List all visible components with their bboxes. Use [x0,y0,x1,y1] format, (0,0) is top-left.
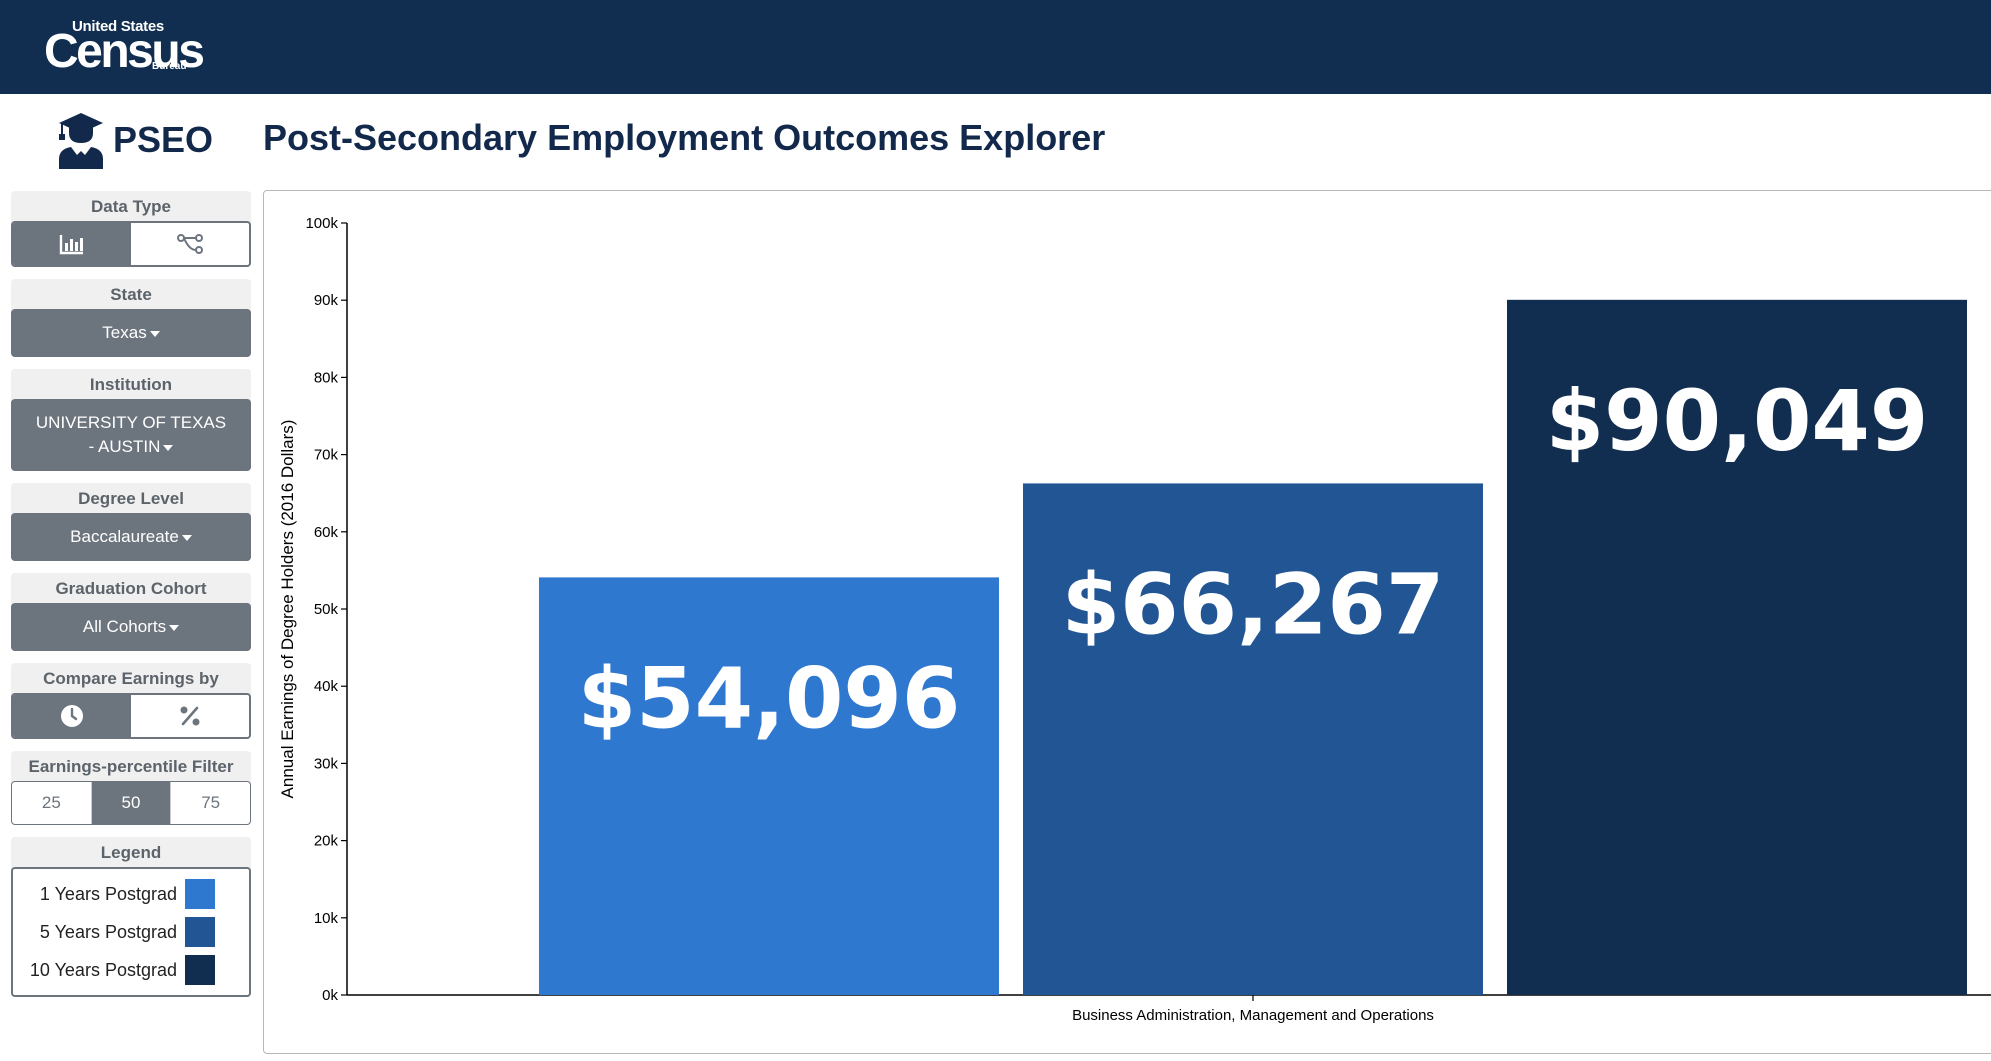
degree-level-panel: Degree Level Baccalaureate [11,483,251,561]
degree-level-value: Baccalaureate [70,527,179,546]
institution-value-line-1: UNIVERSITY OF TEXAS [35,413,227,432]
earnings-bar-chart: 0k 10k 20k 30k 40k 50k 60k 70k 80k 90k 100k Annual … [278,215,1991,1024]
y-tick-label: 0k [322,987,338,1004]
chevron-down-icon [149,330,160,337]
legend-item-label: 5 Years Postgrad [39,921,177,942]
percentile-filter-group: 25 50 75 [11,781,251,825]
bar [539,577,999,995]
brand-name: PSEO [113,119,214,160]
y-tick-label: 30k [314,755,339,772]
compare-by-percentile-option[interactable] [131,695,249,737]
pseo-brand: PSEO [55,110,213,170]
data-type-panel: Data Type [11,191,251,267]
flow-icon [177,234,203,254]
bar-data-label: $54,096 [578,649,961,747]
legend-swatch [185,917,215,947]
legend-item-label: 10 Years Postgrad [29,959,177,980]
bar [1023,483,1483,995]
institution-dropdown[interactable]: UNIVERSITY OF TEXAS - AUSTIN [11,399,251,471]
clock-icon [61,705,83,727]
y-axis-label: Annual Earnings of Degree Holders (2016 … [278,420,297,799]
page-title: Post-Secondary Employment Outcomes Explo… [263,117,1106,158]
percentile-filter-label: Earnings-percentile Filter [28,757,234,776]
census-logo[interactable]: United States Census Bureau [44,18,205,76]
logo-line-3: Bureau [152,61,187,72]
legend-swatch [185,879,215,909]
chevron-down-icon [181,534,192,541]
legend-item-label: 1 Years Postgrad [39,883,177,904]
bar-data-label: $90,049 [1546,372,1929,470]
chevron-down-icon [163,444,174,451]
institution-label: Institution [89,375,173,394]
institution-value-line-2: - AUSTIN [88,437,161,456]
flow-option[interactable] [131,223,249,265]
legend-panel: Legend 1 Years Postgrad 5 Years Postgrad… [11,837,251,997]
y-tick-label: 60k [314,524,339,541]
bar [1507,299,1967,995]
legend-item: 1 Years Postgrad [13,875,249,913]
legend-item: 5 Years Postgrad [13,913,249,951]
x-tick-label: Business Administration, Management and … [1072,1007,1434,1024]
percent-icon [180,706,200,726]
data-type-toggle [11,221,251,267]
legend-item: 10 Years Postgrad [13,951,249,989]
compare-by-time-option[interactable] [13,695,131,737]
graduation-cohort-panel: Graduation Cohort All Cohorts [11,573,251,651]
degree-level-label: Degree Level [78,489,184,508]
bar-data-label: $66,267 [1062,555,1445,653]
percentile-75-button[interactable]: 75 [170,782,250,824]
state-dropdown[interactable]: Texas [11,309,251,357]
chart-frame: 0k 10k 20k 30k 40k 50k 60k 70k 80k 90k 100k Annual … [263,190,1991,1054]
degree-level-dropdown[interactable]: Baccalaureate [11,513,251,561]
y-tick-label: 100k [305,215,338,232]
compare-earnings-panel: Compare Earnings by [11,663,251,739]
y-tick-label: 70k [314,447,339,464]
compare-earnings-label: Compare Earnings by [43,669,219,688]
chevron-down-icon [169,624,180,631]
graduate-icon [59,113,103,169]
legend-label: Legend [100,843,162,862]
y-tick-label: 80k [314,369,339,386]
bar-chart-icon [59,235,83,255]
y-tick-label: 50k [314,601,339,618]
state-panel: State Texas [11,279,251,357]
graduation-cohort-label: Graduation Cohort [55,579,207,598]
y-tick-label: 10k [314,910,339,927]
percentile-25-button[interactable]: 25 [41,793,61,812]
logo-line-1: United States [72,18,164,35]
percentile-filter-panel: Earnings-percentile Filter 25 50 75 [11,751,251,825]
legend-swatch [185,955,215,985]
legend-box: 1 Years Postgrad 5 Years Postgrad 10 Yea… [11,867,251,997]
sidebar: Data Type State [11,191,251,1009]
y-tick-label: 40k [314,678,339,695]
y-tick-label: 20k [314,833,339,850]
percentile-50-button[interactable]: 50 [90,782,171,824]
data-type-label: Data Type [91,197,171,216]
bar-chart-option[interactable] [13,223,131,265]
institution-panel: Institution UNIVERSITY OF TEXAS - AUSTIN [11,369,251,471]
compare-earnings-toggle [11,693,251,739]
graduation-cohort-dropdown[interactable]: All Cohorts [11,603,251,651]
graduation-cohort-value: All Cohorts [82,617,167,636]
state-value: Texas [102,323,147,342]
y-tick-label: 90k [314,292,339,309]
logo-line-2: Census [44,25,205,78]
top-banner: United States Census Bureau [0,0,1991,94]
state-label: State [110,285,152,304]
